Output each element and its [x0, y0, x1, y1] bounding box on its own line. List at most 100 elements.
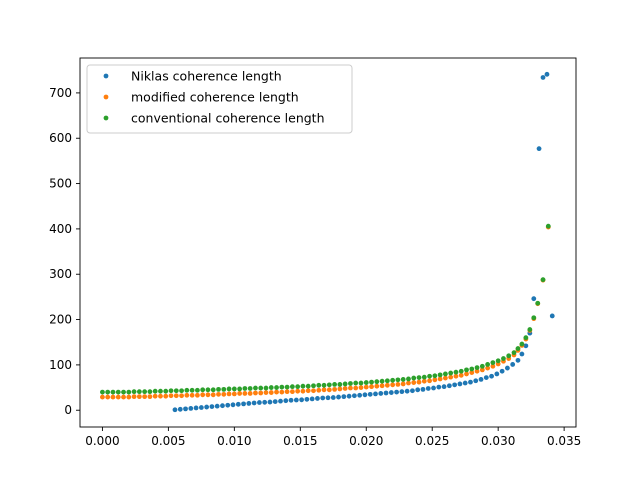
data-point [163, 393, 169, 399]
data-point [288, 397, 294, 403]
data-point [468, 379, 473, 385]
data-point [304, 396, 310, 402]
data-point [152, 388, 158, 394]
data-point [221, 391, 227, 397]
data-point [390, 382, 396, 388]
data-point [177, 406, 183, 412]
data-point [362, 392, 368, 398]
data-point [289, 384, 295, 390]
data-point [411, 380, 417, 385]
data-point [511, 350, 517, 356]
data-point [416, 379, 422, 385]
data-point [305, 383, 311, 389]
data-point [544, 71, 550, 77]
data-point [485, 365, 491, 371]
data-point [142, 389, 148, 395]
data-point [231, 391, 237, 397]
data-point [221, 386, 227, 392]
data-point [210, 387, 216, 393]
data-point [490, 360, 496, 366]
data-point [427, 378, 432, 384]
data-point [342, 381, 348, 387]
data-point [278, 398, 283, 404]
legend-marker [103, 94, 109, 100]
data-point [184, 392, 190, 398]
data-point [179, 393, 184, 399]
data-point [432, 373, 438, 379]
data-point [330, 395, 336, 400]
data-point [474, 365, 480, 371]
x-tick-label: 0.035 [547, 434, 581, 448]
data-point [300, 383, 306, 389]
data-point [406, 380, 411, 386]
data-point [131, 394, 137, 400]
data-point [358, 385, 364, 390]
data-point [374, 379, 380, 385]
data-point [395, 381, 401, 387]
legend-label: conventional coherence length [131, 111, 325, 126]
data-point [421, 378, 427, 384]
data-point [457, 381, 463, 387]
data-point [425, 386, 431, 391]
data-point [147, 394, 153, 400]
data-point [515, 357, 521, 363]
data-point [499, 368, 505, 374]
legend-marker [103, 73, 109, 79]
data-point [399, 389, 405, 395]
data-point [293, 397, 299, 403]
data-point [284, 384, 290, 390]
data-point [309, 396, 315, 402]
data-point [267, 399, 273, 405]
data-point [100, 389, 105, 395]
data-point [337, 386, 343, 392]
legend-marker [103, 115, 109, 121]
data-point [540, 75, 546, 80]
data-point [494, 371, 500, 377]
data-point [406, 376, 411, 382]
data-point [348, 381, 353, 386]
data-point [205, 392, 211, 398]
data-point [394, 389, 399, 395]
data-point [473, 378, 479, 384]
data-point [379, 378, 385, 384]
data-point [100, 394, 105, 400]
legend-label: Niklas coherence length [131, 69, 282, 84]
data-point [443, 371, 448, 377]
data-point [258, 385, 264, 391]
y-tick-label: 700 [49, 86, 72, 100]
data-point [462, 380, 468, 386]
data-point [115, 394, 121, 400]
data-point [226, 391, 232, 397]
y-tick-label: 200 [49, 313, 72, 327]
data-point [453, 373, 459, 379]
data-point [268, 385, 274, 390]
data-point [432, 377, 438, 383]
data-point [193, 405, 199, 411]
data-point [410, 388, 415, 394]
data-point [510, 362, 516, 367]
data-point [373, 391, 378, 397]
legend-box [86, 64, 353, 134]
data-point [369, 384, 374, 390]
data-point [210, 392, 216, 398]
data-point [279, 389, 285, 395]
data-point [353, 385, 359, 391]
data-point [363, 384, 369, 390]
data-point [241, 401, 246, 407]
data-point [268, 390, 274, 395]
data-point [237, 386, 243, 392]
data-point [379, 383, 385, 389]
data-point [395, 377, 401, 383]
data-point [200, 392, 206, 398]
data-point [168, 393, 174, 399]
data-point [136, 394, 142, 400]
data-point [216, 391, 221, 397]
data-point [348, 385, 353, 391]
data-point [378, 391, 384, 396]
data-point [231, 386, 237, 392]
data-point [431, 385, 436, 391]
data-point [411, 375, 417, 381]
data-point [300, 388, 306, 394]
data-point [251, 400, 257, 406]
